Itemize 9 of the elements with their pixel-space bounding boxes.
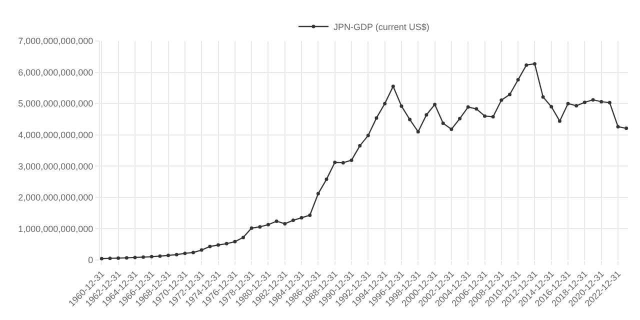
y-tick-label: 1,000,000,000,000 (18, 224, 94, 234)
y-tick-label: 4,000,000,000,000 (18, 130, 94, 140)
y-tick-label: 6,000,000,000,000 (18, 67, 94, 78)
y-tick-label: 5,000,000,000,000 (18, 98, 94, 109)
y-tick-label: 7,000,000,000,000 (18, 36, 94, 46)
y-tick-label: 3,000,000,000,000 (18, 161, 94, 172)
y-tick-label: 2,000,000,000,000 (18, 192, 94, 203)
y-tick-label: 0 (88, 255, 94, 266)
legend-label: JPN-GDP (current US$) (334, 22, 430, 32)
